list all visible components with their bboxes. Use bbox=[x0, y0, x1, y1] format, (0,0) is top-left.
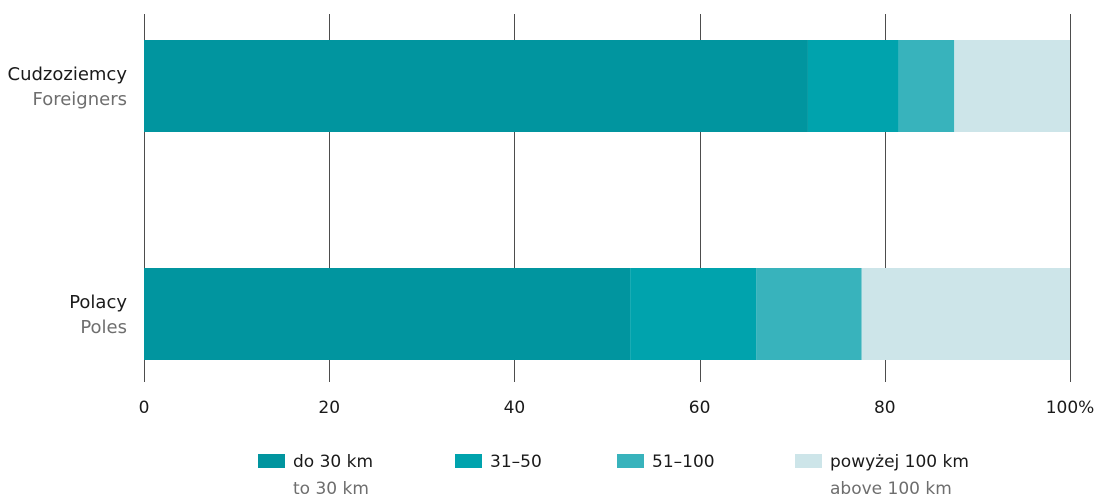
x-tick-label-2: 40 bbox=[504, 398, 526, 418]
x-tick-label-3: 60 bbox=[689, 398, 711, 418]
bar-poles-31-50 bbox=[630, 268, 757, 360]
legend-swatch-do-30-km bbox=[258, 454, 285, 468]
legend-label-do-30-km: do 30 km bbox=[293, 452, 373, 472]
category-label-en-foreigners: Foreigners bbox=[33, 89, 128, 110]
legend-label-31-50: 31–50 bbox=[490, 452, 542, 472]
legend-swatch-powy-ej-100-km bbox=[795, 454, 822, 468]
bar-poles-51-100 bbox=[756, 268, 862, 360]
x-tick-label-5: 100% bbox=[1046, 398, 1095, 418]
legend-label-51-100: 51–100 bbox=[652, 452, 715, 472]
category-label-poles: Polacy bbox=[69, 292, 127, 313]
x-tick-label-0: 0 bbox=[139, 398, 150, 418]
bar-poles-do-30-km bbox=[144, 268, 631, 360]
x-axis-tick-labels: 0 20 40 60 80 100% bbox=[139, 398, 1095, 418]
x-tick-label-4: 80 bbox=[874, 398, 896, 418]
bar-foreigners-do-30-km bbox=[144, 40, 808, 132]
legend-swatch-31-50 bbox=[455, 454, 482, 468]
category-labels: Cudzoziemcy Foreigners Polacy Poles bbox=[8, 64, 128, 338]
bar-foreigners-51-100 bbox=[898, 40, 955, 132]
legend-label-powy-ej-100-km: powyżej 100 km bbox=[830, 452, 969, 472]
legend: do 30 km to 30 km 31–50 51–100 powyżej 100 k… bbox=[258, 452, 969, 497]
category-label-foreigners: Cudzoziemcy bbox=[8, 64, 128, 85]
category-label-en-poles: Poles bbox=[80, 317, 127, 338]
legend-label-en-above-100-km: above 100 km bbox=[830, 479, 952, 497]
bar-foreigners-powy-ej-100-km bbox=[954, 40, 1070, 132]
bars-layer bbox=[144, 40, 1070, 360]
legend-label-en-to-30-km: to 30 km bbox=[293, 479, 369, 497]
legend-swatch-51-100 bbox=[617, 454, 644, 468]
x-tick-label-1: 20 bbox=[318, 398, 340, 418]
bar-poles-powy-ej-100-km bbox=[861, 268, 1070, 360]
bar-foreigners-31-50 bbox=[807, 40, 899, 132]
